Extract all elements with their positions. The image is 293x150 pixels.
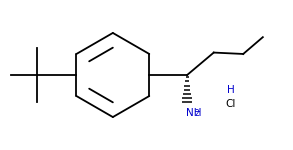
Text: 2: 2 xyxy=(194,109,199,118)
Text: H: H xyxy=(227,85,234,95)
Text: NH: NH xyxy=(186,108,201,118)
Text: Cl: Cl xyxy=(225,99,236,110)
